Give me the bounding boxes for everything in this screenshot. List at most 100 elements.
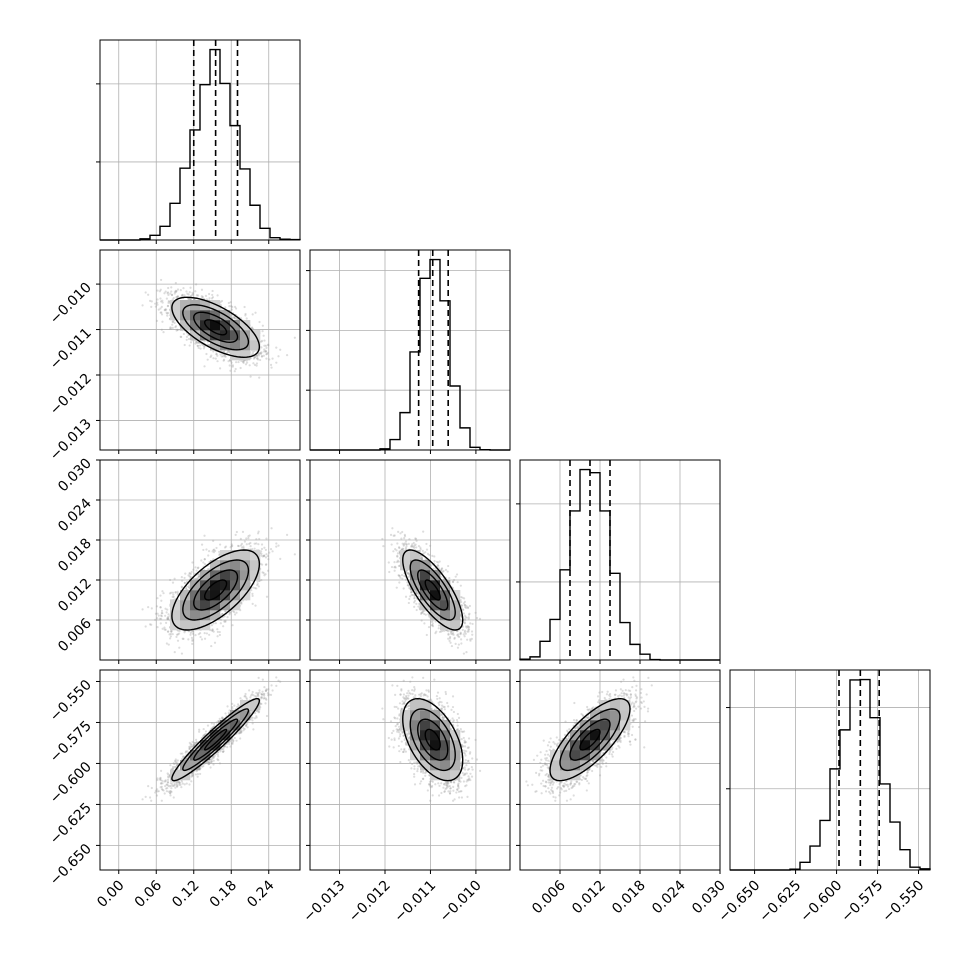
scatter-point <box>189 294 192 298</box>
scatter-point <box>214 357 217 360</box>
scatter-point <box>196 344 199 347</box>
scatter-point <box>197 294 200 297</box>
scatter-point <box>266 343 270 346</box>
scatter-point <box>245 537 248 540</box>
scatter-point <box>216 630 219 634</box>
scatter-point <box>212 622 215 625</box>
scatter-point <box>168 578 172 582</box>
scatter-point <box>203 632 206 635</box>
scatter-point <box>260 578 263 582</box>
scatter-point <box>233 305 237 308</box>
scatter-point <box>211 296 215 299</box>
scatter-point <box>252 586 255 589</box>
scatter-point <box>160 305 163 308</box>
scatter-point <box>188 291 191 294</box>
scatter-point <box>148 299 152 302</box>
density-cell <box>210 340 221 351</box>
scatter-point <box>226 615 229 619</box>
scatter-point <box>171 595 174 598</box>
scatter-point <box>253 349 256 353</box>
scatter-point <box>263 546 266 549</box>
scatter-point <box>251 602 254 605</box>
scatter-point <box>260 346 263 349</box>
scatter-point <box>260 552 263 555</box>
scatter-point <box>156 612 159 615</box>
scatter-point <box>161 299 164 302</box>
scatter-point <box>176 328 179 331</box>
scatter-point <box>187 297 190 300</box>
density-cell <box>250 340 261 351</box>
scatter-point <box>265 353 268 356</box>
scatter-point <box>202 548 205 552</box>
scatter-point <box>254 587 257 590</box>
scatter-point <box>181 293 184 296</box>
scatter-point <box>175 633 179 636</box>
scatter-point <box>212 551 216 554</box>
scatter-point <box>160 599 163 602</box>
scatter-point <box>212 548 216 551</box>
scatter-point <box>250 589 253 592</box>
scatter-point <box>200 559 203 562</box>
scatter-point <box>265 352 269 356</box>
scatter-point <box>162 331 165 334</box>
scatter-point <box>196 577 199 580</box>
scatter-point <box>226 350 229 353</box>
scatter-point <box>228 613 231 616</box>
density-cell <box>220 340 231 351</box>
scatter-point <box>231 316 234 319</box>
scatter-point <box>205 298 209 301</box>
scatter-point <box>263 344 266 347</box>
scatter-point <box>156 301 159 304</box>
scatter-point <box>221 355 225 358</box>
scatter-point <box>244 363 248 366</box>
scatter-point <box>222 359 225 362</box>
scatter-point <box>222 358 226 361</box>
scatter-point <box>249 545 252 548</box>
scatter-point <box>185 338 188 341</box>
scatter-point <box>166 618 170 621</box>
scatter-point <box>239 544 243 547</box>
scatter-point <box>193 298 196 301</box>
scatter-point <box>242 360 245 363</box>
scatter-point <box>189 633 192 636</box>
scatter-point <box>156 597 159 600</box>
scatter-point <box>197 575 200 578</box>
scatter-point <box>215 352 218 356</box>
scatter-point <box>192 568 195 571</box>
scatter-point <box>163 292 166 295</box>
contour-line <box>203 319 228 336</box>
scatter-point <box>267 558 270 561</box>
scatter-point <box>222 350 225 353</box>
scatter-point <box>260 352 263 355</box>
scatter-point <box>214 549 217 552</box>
scatter-point <box>189 298 192 301</box>
scatter-point <box>165 297 168 300</box>
scatter-point <box>188 572 191 575</box>
scatter-point <box>161 320 164 323</box>
scatter-point <box>244 314 247 317</box>
scatter-point <box>252 327 255 331</box>
scatter-point <box>221 613 224 616</box>
scatter-point <box>160 609 164 612</box>
scatter-point <box>266 351 269 354</box>
scatter-point <box>260 550 263 553</box>
scatter-point <box>224 545 228 548</box>
density-cell <box>220 320 231 331</box>
scatter-point <box>223 610 227 613</box>
scatter-point <box>157 308 160 311</box>
scatter-point <box>275 545 278 548</box>
scatter-point <box>186 292 189 295</box>
scatter-point <box>147 293 150 296</box>
scatter-point <box>169 632 172 636</box>
scatter-point <box>171 323 174 326</box>
scatter-point <box>264 556 268 559</box>
scatter-point <box>179 288 182 292</box>
scatter-point <box>170 630 173 633</box>
scatter-point <box>244 312 247 316</box>
scatter-point <box>166 312 169 315</box>
histogram-step <box>100 48 301 241</box>
scatter-point <box>260 355 264 358</box>
scatter-point <box>184 572 187 575</box>
scatter-point <box>285 533 289 536</box>
scatter-point <box>180 652 184 655</box>
